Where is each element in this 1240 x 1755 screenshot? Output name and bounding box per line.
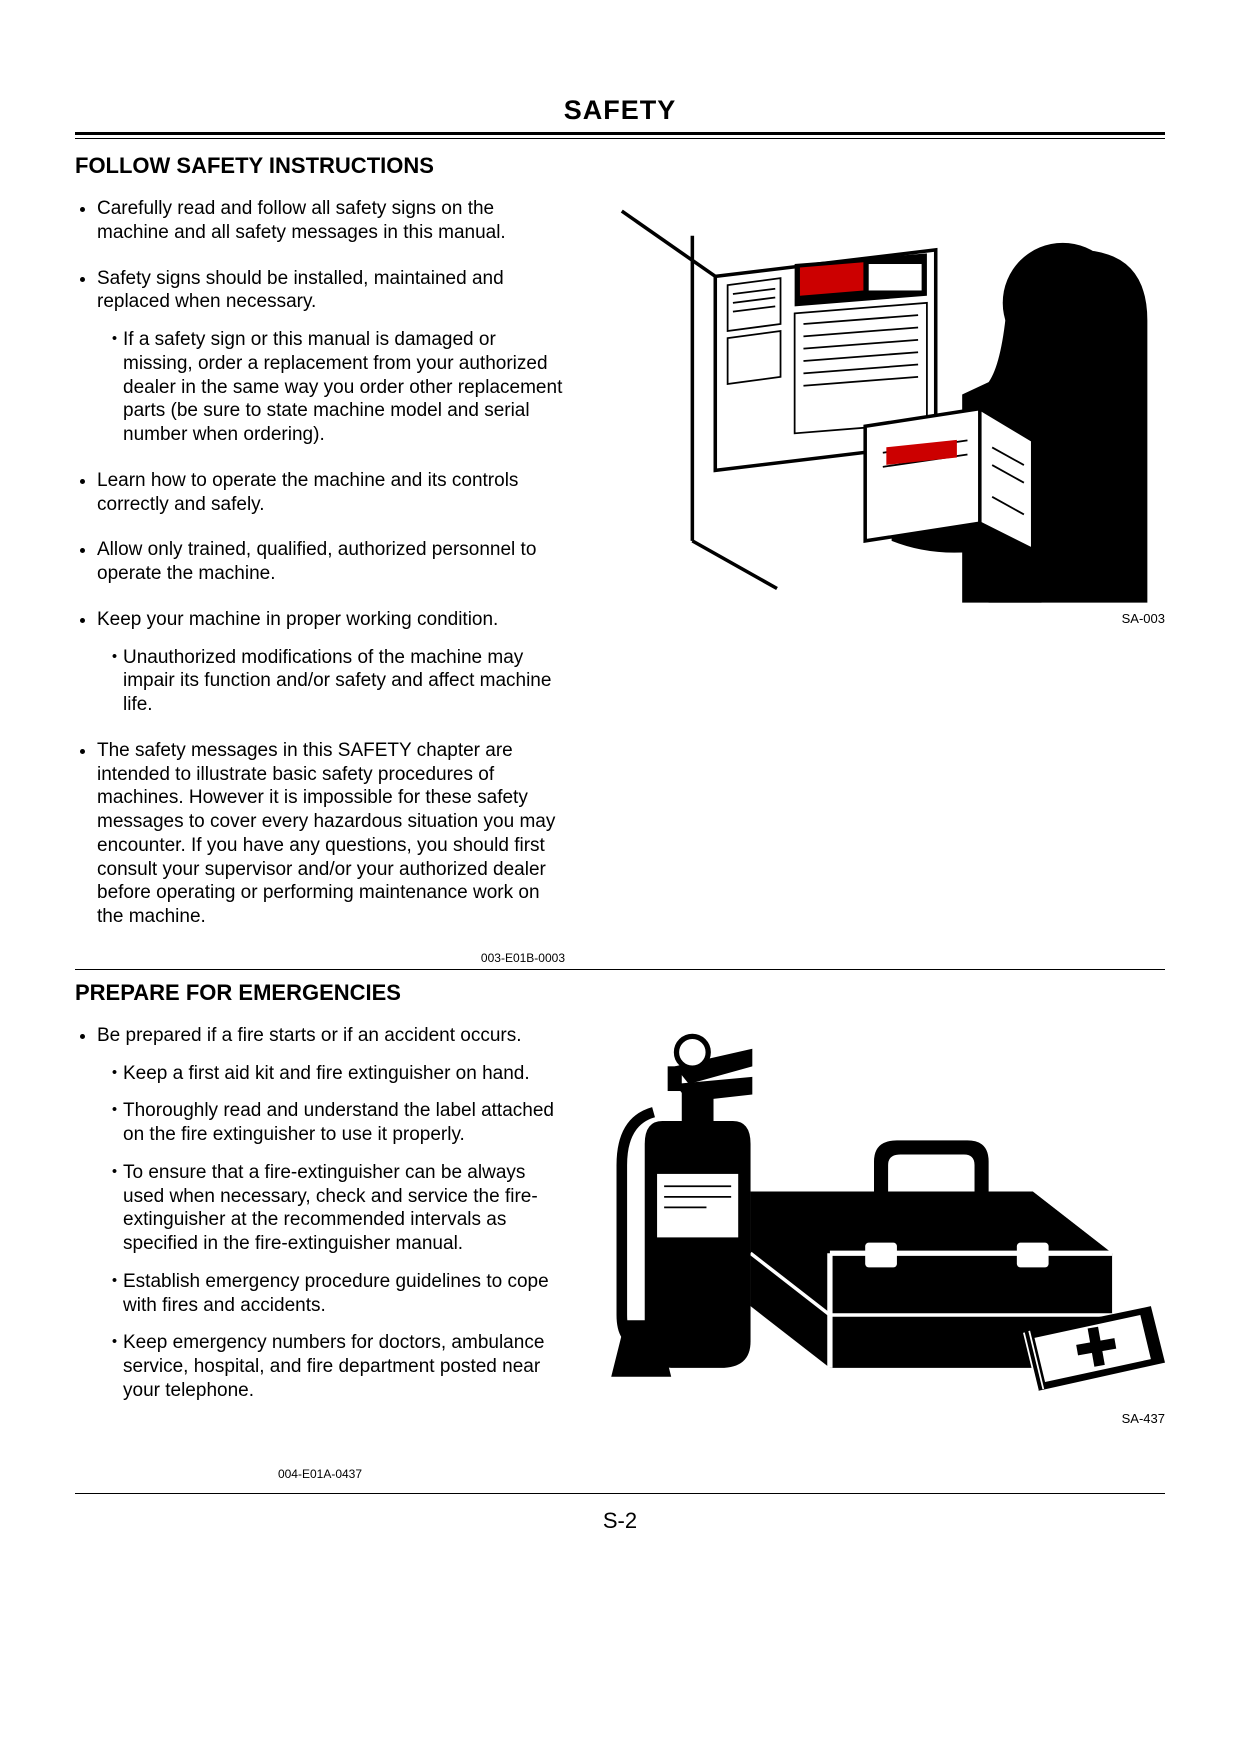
reading-manual-illustration: [583, 197, 1165, 603]
prepare-figure-column: SA-437: [583, 1024, 1165, 1426]
sub-list-item: Establish emergency procedure guidelines…: [109, 1270, 565, 1318]
list-item-text: Be prepared if a fire starts or if an ac…: [97, 1025, 522, 1046]
emergency-kit-illustration: [583, 1024, 1165, 1403]
sub-list-item: Keep emergency numbers for doctors, ambu…: [109, 1331, 565, 1402]
section-prepare: Be prepared if a fire starts or if an ac…: [75, 1024, 1165, 1485]
figure-caption: SA-437: [583, 1411, 1165, 1426]
prepare-text-column: Be prepared if a fire starts or if an ac…: [75, 1024, 565, 1485]
doc-code: 004-E01A-0437: [75, 1467, 565, 1481]
page-container: SAFETY FOLLOW SAFETY INSTRUCTIONS Carefu…: [0, 0, 1240, 1755]
sub-list-item: Unauthorized modifications of the machin…: [109, 646, 565, 717]
page-number: S-2: [75, 1508, 1165, 1534]
follow-text-column: Carefully read and follow all safety sig…: [75, 197, 565, 969]
list-item-text: Safety signs should be installed, mainta…: [97, 268, 504, 313]
list-item: Safety signs should be installed, mainta…: [97, 267, 565, 447]
list-item: Carefully read and follow all safety sig…: [97, 197, 565, 245]
follow-figure-column: SA-003: [583, 197, 1165, 626]
sub-list: Unauthorized modifications of the machin…: [97, 646, 565, 717]
list-item: Allow only trained, qualified, authorize…: [97, 538, 565, 586]
list-item: Be prepared if a fire starts or if an ac…: [97, 1024, 565, 1403]
footer-rule: [75, 1493, 1165, 1494]
figure-caption: SA-003: [583, 611, 1165, 626]
list-item: The safety messages in this SAFETY chapt…: [97, 739, 565, 929]
section-heading-prepare: PREPARE FOR EMERGENCIES: [75, 980, 1165, 1006]
section-follow: Carefully read and follow all safety sig…: [75, 197, 1165, 969]
list-item: Learn how to operate the machine and its…: [97, 469, 565, 517]
sub-list: If a safety sign or this manual is damag…: [97, 328, 565, 447]
page-title: SAFETY: [75, 95, 1165, 126]
sub-list-item: If a safety sign or this manual is damag…: [109, 328, 565, 447]
follow-list: Carefully read and follow all safety sig…: [75, 197, 565, 929]
section-heading-follow: FOLLOW SAFETY INSTRUCTIONS: [75, 153, 1165, 179]
sub-list-item: To ensure that a fire-extinguisher can b…: [109, 1161, 565, 1256]
sub-list-item: Thoroughly read and understand the label…: [109, 1099, 565, 1147]
sub-list-item: Keep a first aid kit and fire extinguish…: [109, 1062, 565, 1086]
doc-code: 003-E01B-0003: [75, 951, 565, 965]
title-rule: [75, 132, 1165, 139]
list-item-text: Keep your machine in proper working cond…: [97, 609, 498, 630]
section-divider: [75, 969, 1165, 970]
list-item: Keep your machine in proper working cond…: [97, 608, 565, 717]
prepare-list: Be prepared if a fire starts or if an ac…: [75, 1024, 565, 1403]
sub-list: Keep a first aid kit and fire extinguish…: [97, 1062, 565, 1403]
